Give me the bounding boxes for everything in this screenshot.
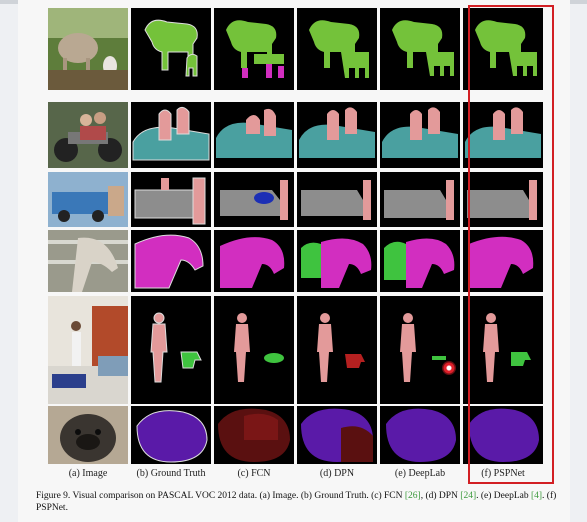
column-label-deeplab: (e) DeepLab <box>394 468 446 479</box>
row-dog-pspnet <box>463 406 543 464</box>
row-motorbike-dpn <box>297 102 377 168</box>
row-person-pspnet <box>463 296 543 404</box>
row-cows-pspnet <box>463 8 543 90</box>
pspnet-highlight-box <box>468 5 554 484</box>
caption-mid-1: , (d) DPN <box>420 491 461 501</box>
column-label-image: (a) Image <box>68 468 108 479</box>
figure-caption: Figure 9. Visual comparison on PASCAL VO… <box>36 490 576 514</box>
row-truck-fcn <box>214 172 294 227</box>
caption-mid-2: . (e) DeepLab <box>476 491 531 501</box>
row-horse-gt <box>131 230 211 292</box>
row-person-gt <box>131 296 211 404</box>
paper-page: (a) Image (b) Ground Truth (c) FCN (d) D… <box>18 0 570 522</box>
pointer-cursor-icon <box>442 361 456 375</box>
row-cows-gt <box>131 8 211 90</box>
row-motorbike-gt <box>131 102 211 168</box>
column-label-ground-truth: (b) Ground Truth <box>136 468 206 479</box>
citation-fcn-link[interactable]: [26] <box>404 491 421 501</box>
row-horse-image <box>48 230 128 292</box>
row-dog-image <box>48 406 128 464</box>
row-motorbike-deeplab <box>380 102 460 168</box>
column-label-fcn: (c) FCN <box>237 468 271 479</box>
row-cows-dpn <box>297 8 377 90</box>
row-horse-pspnet <box>463 230 543 292</box>
row-cows-image <box>48 8 128 90</box>
row-person-deeplab <box>380 296 460 404</box>
row-truck-gt <box>131 172 211 227</box>
column-label-dpn: (d) DPN <box>319 468 355 479</box>
row-truck-deeplab <box>380 172 460 227</box>
citation-deeplab-link[interactable]: [4] <box>530 491 543 501</box>
row-dog-dpn <box>297 406 377 464</box>
row-cows-deeplab <box>380 8 460 90</box>
row-person-fcn <box>214 296 294 404</box>
citation-dpn-link[interactable]: [24] <box>460 491 477 501</box>
column-label-pspnet: (f) PSPNet <box>481 468 525 479</box>
row-motorbike-image <box>48 102 128 168</box>
row-dog-gt <box>131 406 211 464</box>
row-cows-fcn <box>214 8 294 90</box>
row-dog-fcn <box>214 406 294 464</box>
caption-suffix: . (f) PSPNet. <box>36 491 557 513</box>
row-motorbike-fcn <box>214 102 294 168</box>
row-person-image <box>48 296 128 404</box>
row-horse-deeplab <box>380 230 460 292</box>
row-truck-image <box>48 172 128 227</box>
row-truck-dpn <box>297 172 377 227</box>
row-motorbike-pspnet <box>463 102 543 168</box>
row-truck-pspnet <box>463 172 543 227</box>
row-horse-fcn <box>214 230 294 292</box>
row-horse-dpn <box>297 230 377 292</box>
row-dog-deeplab <box>380 406 460 464</box>
caption-prefix: Figure 9. Visual comparison on PASCAL VO… <box>36 491 405 501</box>
row-person-dpn <box>297 296 377 404</box>
